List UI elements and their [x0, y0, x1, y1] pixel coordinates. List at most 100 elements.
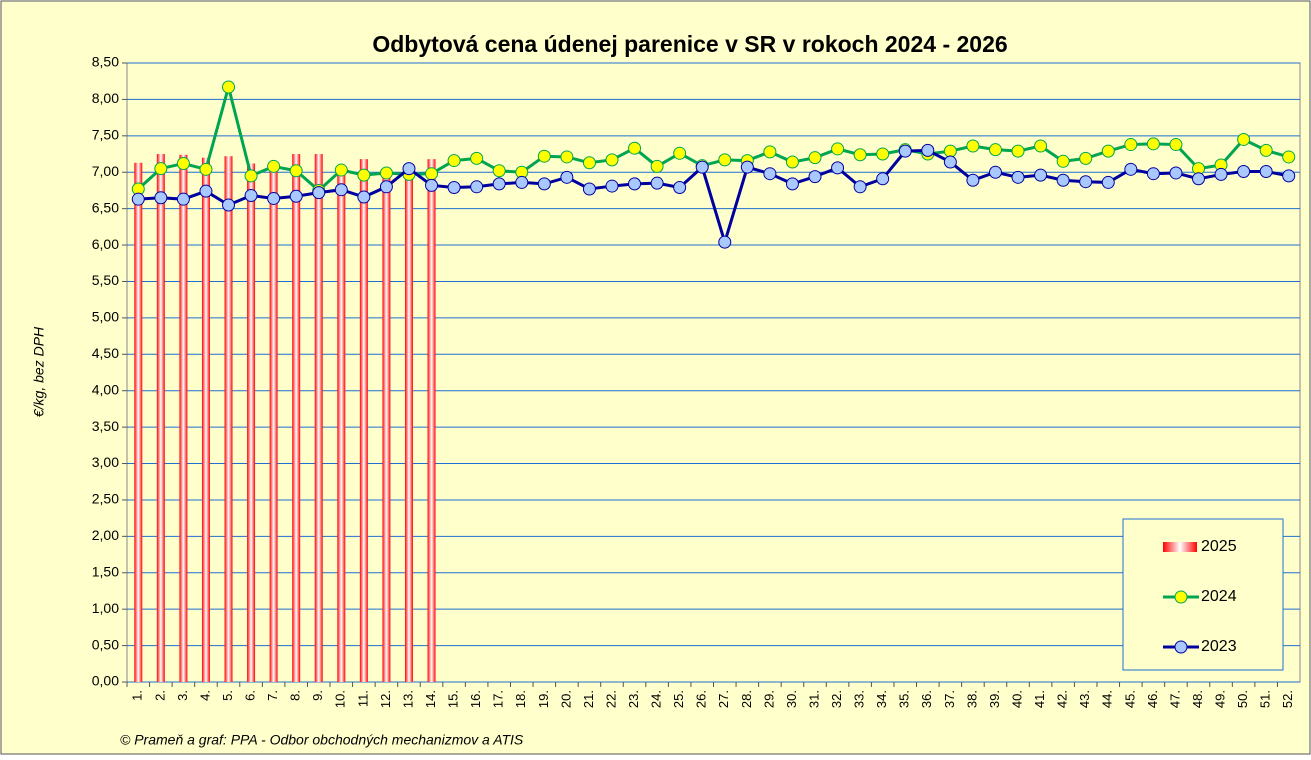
marker [357, 168, 371, 182]
y-tick-label: 2,00 [92, 527, 119, 543]
x-tick-label: 6. [243, 690, 258, 701]
x-tick-label: 20. [558, 690, 573, 708]
y-tick-label: 4,00 [92, 381, 119, 397]
x-tick-label: 11. [355, 690, 370, 707]
bar [427, 159, 436, 682]
y-tick-label: 5,50 [92, 272, 119, 288]
marker [876, 147, 890, 161]
x-tick-label: 25. [671, 690, 686, 708]
x-tick-label: 7. [265, 690, 280, 701]
marker [154, 191, 168, 205]
marker [943, 144, 957, 158]
x-tick-label: 28. [739, 690, 754, 708]
x-tick-label: 37. [942, 690, 957, 708]
marker [492, 164, 506, 178]
marker [1146, 167, 1160, 181]
marker [492, 177, 506, 191]
footnote: © Prameň a graf: PPA - Odbor obchodných … [120, 732, 524, 748]
y-tick-label: 7,00 [92, 163, 119, 179]
marker [1146, 137, 1160, 151]
y-tick-label: 8,50 [92, 54, 119, 70]
legend-marker [1174, 640, 1188, 654]
legend-label: 2023 [1201, 638, 1237, 655]
marker [131, 192, 145, 206]
marker [176, 156, 190, 170]
x-tick-label: 16. [468, 690, 483, 708]
marker [470, 180, 484, 194]
legend [1122, 518, 1284, 671]
bar [314, 154, 323, 682]
marker [1237, 165, 1251, 179]
y-tick-label: 3,50 [92, 418, 119, 434]
bar [201, 157, 210, 682]
marker [582, 182, 596, 196]
x-tick-label: 44. [1100, 690, 1115, 708]
marker [650, 176, 664, 190]
marker [267, 159, 281, 173]
marker [831, 161, 845, 175]
marker [1191, 172, 1205, 186]
x-tick-label: 31. [806, 690, 821, 708]
marker [582, 156, 596, 170]
x-tick-label: 8. [288, 690, 303, 701]
x-tick-label: 14. [423, 690, 438, 708]
x-tick-label: 5. [220, 690, 235, 701]
y-tick-label: 1,50 [92, 563, 119, 579]
x-tick-label: 51. [1258, 690, 1273, 708]
x-tick-label: 26. [694, 690, 709, 708]
x-tick-label: 4. [197, 690, 212, 701]
marker [1034, 139, 1048, 153]
marker [1169, 138, 1183, 152]
x-tick-label: 46. [1145, 690, 1160, 708]
marker [808, 151, 822, 165]
marker [222, 198, 236, 212]
marker [1101, 175, 1115, 189]
marker [560, 170, 574, 184]
x-tick-label: 18. [513, 690, 528, 708]
x-tick-label: 13. [400, 690, 415, 708]
marker [312, 186, 326, 200]
x-tick-label: 52. [1280, 690, 1295, 708]
x-tick-label: 23. [626, 690, 641, 708]
marker [718, 153, 732, 167]
marker [628, 141, 642, 155]
x-tick-label: 41. [1032, 690, 1047, 708]
y-tick-label: 6,00 [92, 236, 119, 252]
bar [179, 154, 188, 683]
marker [334, 183, 348, 197]
y-tick-label: 7,50 [92, 127, 119, 143]
marker [718, 235, 732, 249]
x-tick-label: 10. [333, 690, 348, 708]
marker [763, 145, 777, 159]
marker [1056, 154, 1070, 168]
y-axis-label: €/kg, bez DPH [31, 326, 47, 417]
x-tick-label: 32. [829, 690, 844, 708]
x-tick-label: 45. [1122, 690, 1137, 708]
marker [199, 162, 213, 176]
x-tick-label: 50. [1235, 690, 1250, 708]
marker [988, 165, 1002, 179]
y-tick-label: 4,50 [92, 345, 119, 361]
x-tick-label: 15. [446, 690, 461, 708]
marker [379, 180, 393, 194]
marker [740, 160, 754, 174]
x-tick-label: 30. [784, 690, 799, 708]
marker [763, 167, 777, 181]
bar [269, 169, 278, 682]
marker [402, 162, 416, 176]
x-tick-label: 39. [987, 690, 1002, 708]
x-tick-label: 40. [1009, 690, 1024, 708]
bar [156, 154, 165, 682]
marker [1282, 150, 1296, 164]
bar [247, 163, 256, 683]
marker [921, 143, 935, 157]
marker [1282, 169, 1296, 183]
marker [1124, 138, 1138, 152]
legend-label: 2025 [1201, 538, 1237, 555]
x-tick-label: 12. [378, 690, 393, 708]
chart-title: Odbytová cena údenej parenice v SR v rok… [372, 31, 1007, 57]
marker [537, 177, 551, 191]
marker [560, 150, 574, 164]
marker [425, 167, 439, 181]
